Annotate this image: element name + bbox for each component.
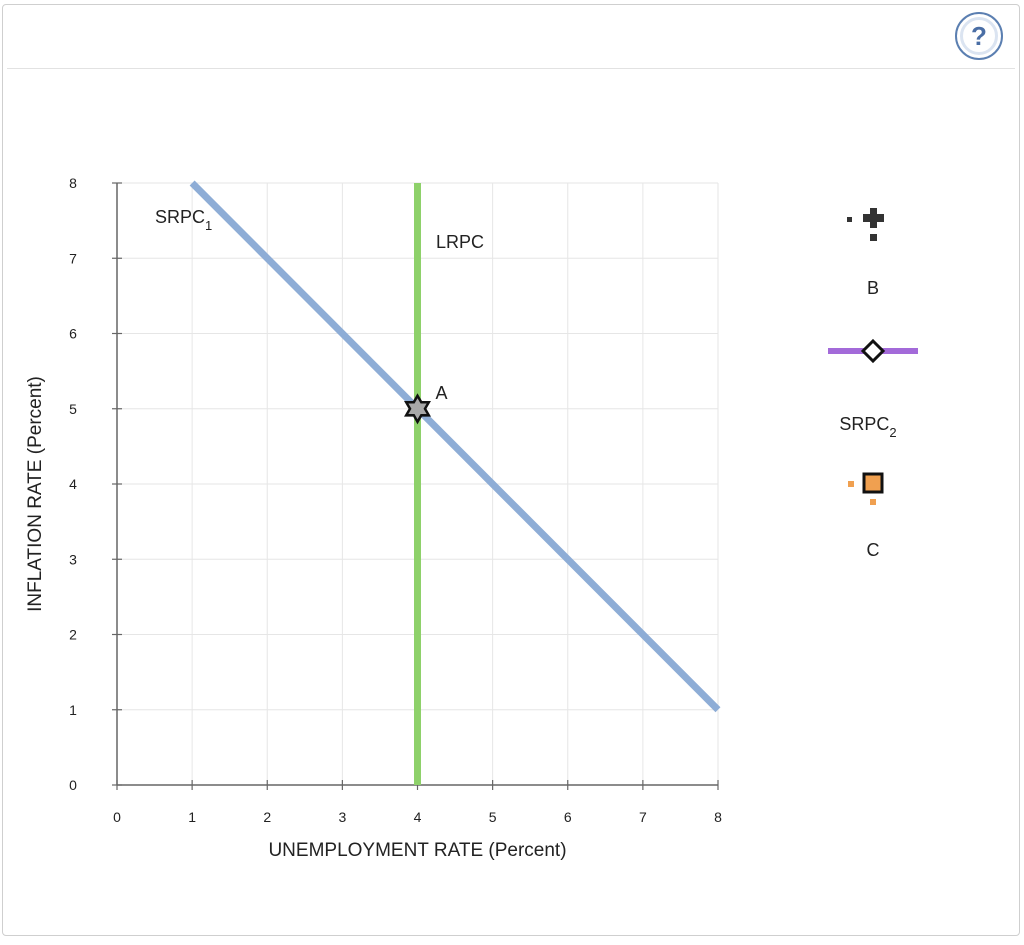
drawing-palette: B SRPC2 C <box>828 208 918 560</box>
help-icon: ? <box>960 17 998 55</box>
srpc2-tool-label: SRPC2 <box>839 414 896 440</box>
labels: UNEMPLOYMENT RATE (Percent) INFLATION RA… <box>25 207 567 861</box>
graph-panel <box>2 4 1020 936</box>
orange-square-point-icon <box>848 472 884 505</box>
point-c-tool[interactable]: C <box>848 472 884 560</box>
lrpc-label: LRPC <box>436 232 484 252</box>
x-tick-label: 7 <box>639 809 647 825</box>
point-c-tool-label: C <box>867 540 880 560</box>
y-tick-label: 2 <box>69 627 77 643</box>
black-plus-point-icon <box>847 208 884 241</box>
x-tick-label: 6 <box>564 809 572 825</box>
x-tick-label: 8 <box>714 809 722 825</box>
y-tick-label: 5 <box>69 401 77 417</box>
series <box>189 180 721 785</box>
y-tick-label: 0 <box>69 777 77 793</box>
x-axis-label: UNEMPLOYMENT RATE (Percent) <box>268 840 566 861</box>
point-b-tool[interactable]: B <box>847 208 884 298</box>
y-axis-label: INFLATION RATE (Percent) <box>25 376 46 612</box>
x-tick-label: 3 <box>338 809 346 825</box>
x-tick-label: 1 <box>188 809 196 825</box>
point-b-tool-label: B <box>867 278 879 298</box>
x-tick-label: 4 <box>414 809 422 825</box>
purple-line-icon <box>828 338 918 364</box>
y-tick-label: 8 <box>69 175 77 191</box>
srpc2-line-tool[interactable]: SRPC2 <box>828 338 918 440</box>
y-tick-label: 7 <box>69 250 77 266</box>
x-tick-label: 0 <box>113 809 121 825</box>
axes: 0 1 2 3 4 5 6 7 8 0 1 2 3 4 5 6 7 8 <box>69 175 722 825</box>
y-tick-label: 6 <box>69 326 77 342</box>
srpc1-label: SRPC1 <box>155 207 212 233</box>
y-tick-label: 1 <box>69 702 77 718</box>
srpc1-line <box>189 180 721 713</box>
header-divider <box>7 68 1015 69</box>
point-a-label: A <box>436 383 448 403</box>
x-tick-label: 5 <box>489 809 497 825</box>
help-button[interactable]: ? <box>955 12 1003 60</box>
y-tick-label: 3 <box>69 551 77 567</box>
point-a-marker <box>404 393 431 425</box>
x-tick-label: 2 <box>263 809 271 825</box>
y-tick-label: 4 <box>69 476 77 492</box>
